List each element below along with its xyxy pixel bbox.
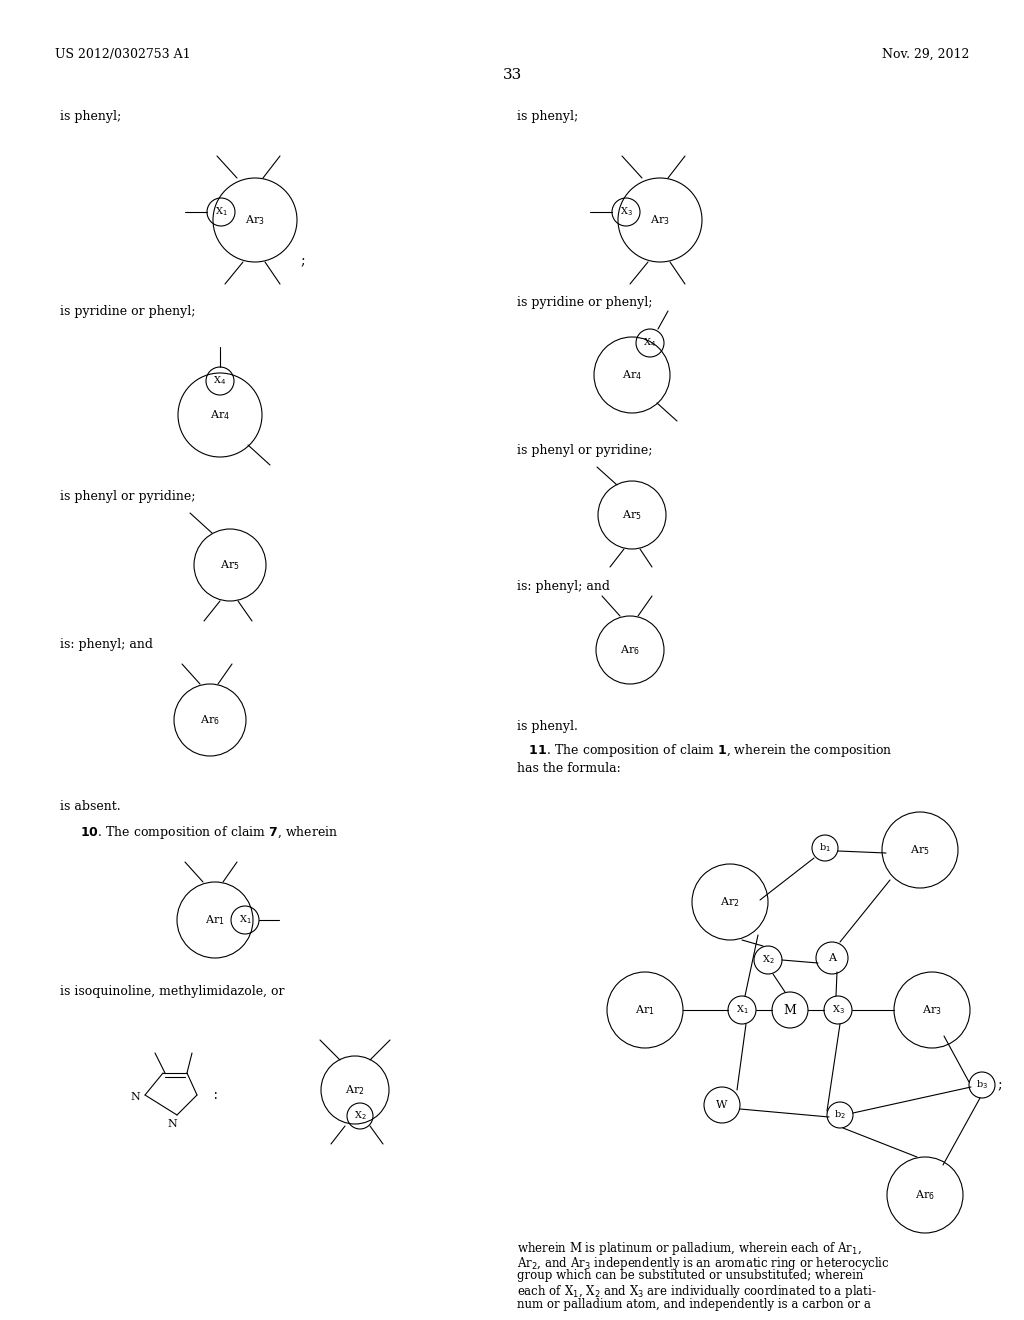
Text: Ar$_3$: Ar$_3$ xyxy=(923,1003,942,1016)
Text: N: N xyxy=(167,1119,177,1129)
Text: X$_2$: X$_2$ xyxy=(353,1110,367,1122)
Text: is isoquinoline, methylimidazole, or: is isoquinoline, methylimidazole, or xyxy=(60,985,285,998)
Text: is pyridine or phenyl;: is pyridine or phenyl; xyxy=(517,296,652,309)
Text: is pyridine or phenyl;: is pyridine or phenyl; xyxy=(60,305,196,318)
Text: is phenyl;: is phenyl; xyxy=(517,110,579,123)
Text: b$_2$: b$_2$ xyxy=(835,1109,846,1122)
Text: is phenyl or pyridine;: is phenyl or pyridine; xyxy=(517,444,652,457)
Text: is phenyl or pyridine;: is phenyl or pyridine; xyxy=(60,490,196,503)
Text: X$_4$: X$_4$ xyxy=(643,337,656,350)
Text: Ar$_6$: Ar$_6$ xyxy=(915,1188,935,1203)
Text: b$_3$: b$_3$ xyxy=(976,1078,988,1092)
Text: Ar$_5$: Ar$_5$ xyxy=(910,843,930,857)
Text: Ar$_3$: Ar$_3$ xyxy=(245,213,265,227)
Text: ;: ; xyxy=(300,253,304,268)
Text: is: phenyl; and: is: phenyl; and xyxy=(517,579,610,593)
Text: Ar$_4$: Ar$_4$ xyxy=(210,408,230,422)
Text: Nov. 29, 2012: Nov. 29, 2012 xyxy=(882,48,969,61)
Text: X$_3$: X$_3$ xyxy=(620,206,633,218)
Text: W: W xyxy=(717,1100,728,1110)
Text: num or palladium atom, and independently is a carbon or a: num or palladium atom, and independently… xyxy=(517,1298,870,1311)
Text: M: M xyxy=(783,1003,797,1016)
Text: Ar$_2$, and Ar$_3$ independently is an aromatic ring or heterocyclic: Ar$_2$, and Ar$_3$ independently is an a… xyxy=(517,1254,890,1271)
Text: b$_1$: b$_1$ xyxy=(819,842,831,854)
Text: has the formula:: has the formula: xyxy=(517,762,621,775)
Text: group which can be substituted or unsubstituted; wherein: group which can be substituted or unsubs… xyxy=(517,1269,863,1282)
Text: is phenyl.: is phenyl. xyxy=(517,719,578,733)
Text: X$_1$: X$_1$ xyxy=(239,913,251,927)
Text: $\mathbf{11}$. The composition of claim $\mathbf{1}$, wherein the composition: $\mathbf{11}$. The composition of claim … xyxy=(517,742,893,759)
Text: X$_4$: X$_4$ xyxy=(213,375,226,387)
Text: Ar$_6$: Ar$_6$ xyxy=(621,643,640,657)
Text: Ar$_4$: Ar$_4$ xyxy=(622,368,642,381)
Text: ;: ; xyxy=(997,1078,1001,1092)
Text: Ar$_6$: Ar$_6$ xyxy=(200,713,220,727)
Text: Ar$_2$: Ar$_2$ xyxy=(720,895,739,909)
Text: US 2012/0302753 A1: US 2012/0302753 A1 xyxy=(55,48,190,61)
Text: Ar$_3$: Ar$_3$ xyxy=(650,213,670,227)
Text: Ar$_1$: Ar$_1$ xyxy=(205,913,225,927)
Text: :: : xyxy=(209,1088,218,1102)
Text: is absent.: is absent. xyxy=(60,800,121,813)
Text: X$_2$: X$_2$ xyxy=(762,953,774,966)
Text: is: phenyl; and: is: phenyl; and xyxy=(60,638,153,651)
Text: is phenyl;: is phenyl; xyxy=(60,110,121,123)
Text: A: A xyxy=(828,953,836,964)
Text: X$_3$: X$_3$ xyxy=(831,1003,845,1016)
Text: Ar$_2$: Ar$_2$ xyxy=(345,1084,365,1097)
Text: $\mathbf{10}$. The composition of claim $\mathbf{7}$, wherein: $\mathbf{10}$. The composition of claim … xyxy=(80,824,338,841)
Text: X$_1$: X$_1$ xyxy=(735,1003,749,1016)
Text: Ar$_1$: Ar$_1$ xyxy=(635,1003,655,1016)
Text: 33: 33 xyxy=(503,69,521,82)
Text: N: N xyxy=(130,1092,140,1102)
Text: Ar$_5$: Ar$_5$ xyxy=(220,558,240,572)
Text: wherein M is platinum or palladium, wherein each of Ar$_1$,: wherein M is platinum or palladium, wher… xyxy=(517,1239,862,1257)
Text: X$_1$: X$_1$ xyxy=(215,206,227,218)
Text: each of X$_1$, X$_2$ and X$_3$ are individually coordinated to a plati-: each of X$_1$, X$_2$ and X$_3$ are indiv… xyxy=(517,1283,877,1300)
Text: Ar$_5$: Ar$_5$ xyxy=(623,508,642,521)
